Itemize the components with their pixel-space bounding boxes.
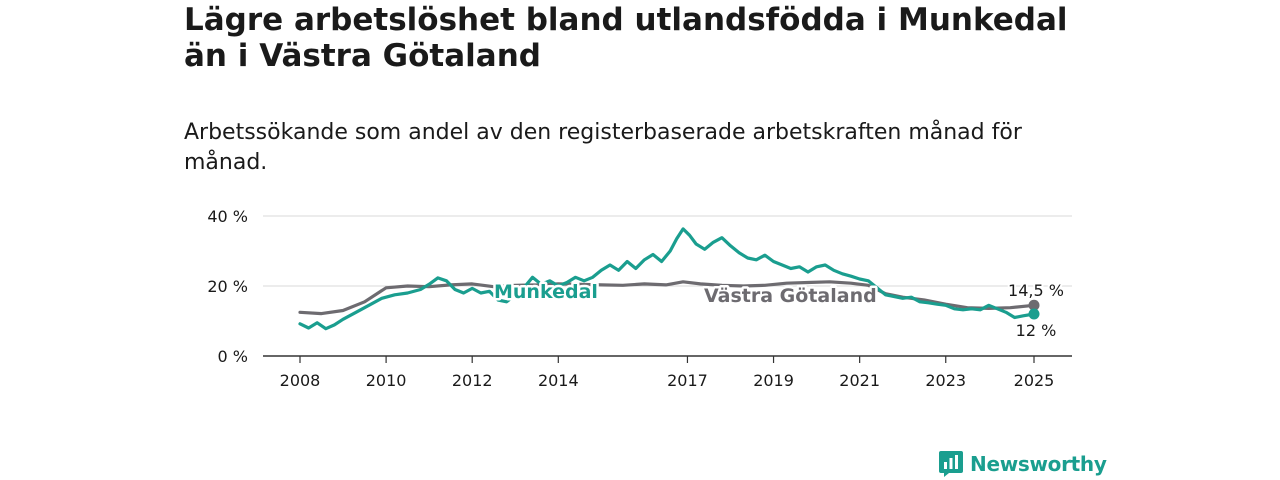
chart-title: Lägre arbetslöshet bland utlandsfödda i …: [184, 2, 1068, 74]
y-tick-label: 40 %: [207, 207, 248, 226]
x-tick-label: 2014: [538, 371, 579, 390]
x-tick-label: 2021: [839, 371, 880, 390]
series-label-vastra-gotaland: Västra Götaland: [704, 285, 877, 307]
series-lines: Munkedal Västra Götaland 14,5 % 12 %: [298, 227, 1066, 342]
series-end-point-vastra-gotaland: [1028, 299, 1040, 311]
series-end-point-munkedal: [1028, 308, 1040, 320]
brand-name: Newsworthy: [970, 452, 1107, 476]
x-tick-label: 2010: [366, 371, 407, 390]
chart-subtitle: Arbetssökande som andel av den registerb…: [184, 120, 1022, 175]
gridlines: [263, 215, 1072, 287]
x-tick-label: 2017: [667, 371, 708, 390]
newsworthy-logo-icon: [939, 451, 963, 477]
x-tick-label: 2025: [1014, 371, 1055, 390]
end-value-label-munkedal: 12 %: [1016, 321, 1057, 340]
series-line-vastra-gotaland: [298, 280, 1036, 316]
x-tick-label: 2008: [280, 371, 321, 390]
axes: 0 % 20 % 40 % 2008 2010 2012 2014 2017 2019 2021 2…: [207, 207, 1072, 390]
series-line-munkedal: [298, 227, 1036, 331]
newsworthy-brand: Newsworthy: [938, 448, 1107, 480]
series-label-munkedal: Munkedal: [494, 281, 598, 303]
x-tick-label: 2023: [925, 371, 966, 390]
y-tick-label: 20 %: [207, 277, 248, 296]
x-tick-label: 2012: [452, 371, 493, 390]
end-value-label-vastra-gotaland: 14,5 %: [1008, 281, 1064, 300]
x-tick-label: 2019: [753, 371, 794, 390]
y-tick-label: 0 %: [218, 347, 248, 366]
